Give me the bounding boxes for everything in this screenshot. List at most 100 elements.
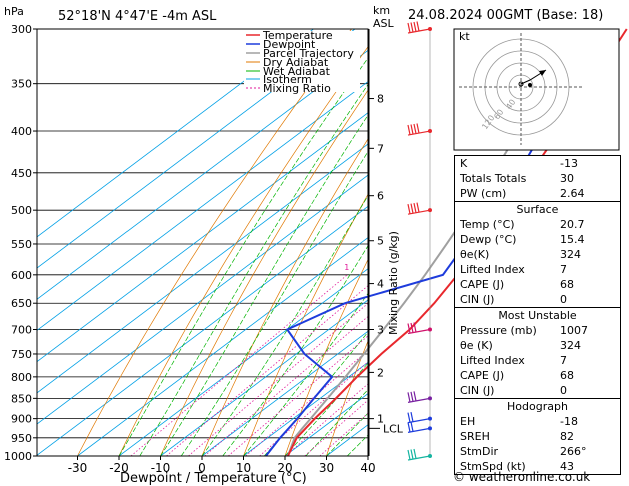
wind-barb-flag: [407, 124, 411, 135]
wind-barb-flag: [407, 449, 411, 460]
isotherm-line: [37, 174, 368, 425]
km-label: km: [373, 4, 390, 17]
wind-barb-flag: [413, 322, 417, 333]
legend-isotherm: Isotherm: [263, 73, 312, 86]
dry-adiabat: [77, 29, 352, 456]
wind-barb: [407, 418, 431, 424]
isotherm-line: [37, 29, 356, 269]
isotherm-line: [37, 143, 368, 394]
legend-dry-adiabat: Dry Adiabat: [263, 56, 329, 69]
mixing-ratio-label: 1: [344, 263, 349, 272]
index-row: Totals Totals 30: [460, 172, 574, 185]
pressure-tick-label: 500: [11, 204, 32, 217]
mu-row: Lifted Index 7: [460, 354, 567, 367]
wind-barb-flag: [407, 392, 411, 403]
mixing-ratio-label: 6: [436, 263, 441, 272]
wind-barb-flag: [410, 322, 414, 333]
mu-row: CAPE (J) 68: [460, 369, 574, 382]
wind-barb-flag: [407, 412, 411, 423]
pressure-tick-label: 800: [11, 371, 32, 384]
mixing-ratio-label: 4: [414, 263, 419, 272]
km-tick-label: 2: [377, 366, 384, 379]
pressure-tick-label: 850: [11, 392, 32, 405]
temp-tick-label: 10: [236, 461, 251, 475]
legend-dewpoint: Dewpoint: [263, 38, 316, 51]
pressure-tick-label: 650: [11, 297, 32, 310]
wind-barb-flag: [413, 203, 417, 213]
hodograph-section: Hodograph EH -18 SREH 82 StmDir 266° StmSpd…: [455, 398, 620, 474]
isotherm-line: [37, 205, 368, 456]
surface-section: Surface Temp (°C) 20.7 Dewp (°C) 15.4 θe(K…: [455, 201, 620, 307]
temp-tick-label: -10: [151, 461, 171, 475]
legend-temperature: Temperature: [262, 29, 333, 42]
legend-wet-adiabat: Wet Adiabat: [263, 65, 331, 78]
temp-tick-label: 0: [198, 461, 206, 475]
surface-title: Surface: [516, 203, 559, 216]
km-tick-label: 7: [377, 142, 384, 155]
wind-barb-flag: [407, 323, 411, 334]
dry-adiabat: [326, 340, 368, 456]
wind-barb-dot: [428, 129, 432, 134]
pressure-tick-label: 750: [11, 348, 32, 361]
wind-barbs: [407, 21, 432, 461]
pressure-tick-label: 300: [11, 23, 32, 36]
parcel-trajectory-line: [286, 28, 584, 457]
isotherm-line: [118, 268, 368, 456]
pressure-tick-label: 450: [11, 167, 32, 180]
wind-barb-flag: [410, 421, 414, 432]
pressure-tick-label: 950: [11, 432, 32, 445]
x-axis-label: Dewpoint / Temperature (°C): [120, 471, 307, 486]
copyright-footer: © weatheronline.co.uk: [453, 470, 591, 484]
dry-adiabat: [201, 138, 368, 456]
surface-row: Lifted Index 7: [460, 263, 567, 276]
datetime-label: 24.08.2024 00GMT (Base: 18): [408, 8, 604, 23]
wind-barb: [407, 427, 431, 433]
temp-tick-label: 40: [360, 461, 375, 475]
index-row: PW (cm) 2.64: [460, 187, 585, 200]
asl-label: ASL: [373, 17, 395, 30]
surface-row: θe(K) 324: [460, 248, 581, 261]
pressure-tick-label: 350: [11, 78, 32, 91]
temp-tick-label: -30: [68, 461, 88, 475]
isotherm-line: [201, 330, 368, 456]
wind-barb-flag: [410, 412, 414, 422]
legend-parcel: Parcel Trajectory: [263, 47, 354, 60]
isotherm-line: [37, 112, 368, 363]
index-row: K -13: [460, 157, 578, 170]
hodograph-storm-motion: [528, 83, 532, 87]
dry-adiabat: [160, 89, 368, 456]
wind-barb-flag: [410, 22, 414, 33]
wet-adiabat: [139, 83, 368, 456]
wind-barb-flag: [413, 391, 417, 402]
wind-barb-dot: [428, 396, 432, 401]
wet-adiabat: [160, 114, 368, 456]
hodograph-unit: kt: [459, 30, 470, 43]
wet-adiabat: [284, 362, 368, 456]
legend-mixing-ratio: Mixing Ratio: [263, 82, 331, 95]
pressure-tick-label: 400: [11, 125, 32, 138]
wet-adiabat: [180, 150, 368, 456]
km-tick-label: 4: [377, 278, 384, 291]
surface-row: CAPE (J) 68: [460, 278, 574, 291]
wind-barb-flag: [413, 21, 417, 32]
indices-panel: K -13 Totals Totals 30 PW (cm) 2.64 Surface…: [454, 155, 621, 475]
surface-row: CIN (J) 0: [460, 293, 567, 306]
isotherm-line: [37, 49, 368, 300]
wind-barb-dot: [428, 426, 432, 431]
wind-barb-dot: [428, 327, 432, 332]
legend: Temperature Dewpoint Parcel Trajectory D…: [244, 29, 360, 95]
wind-barb-flag: [416, 21, 420, 32]
hodograph-title: Hodograph: [507, 400, 568, 413]
wind-barb-flag: [407, 204, 411, 214]
mixing-ratio-label: 2: [378, 263, 383, 272]
wind-barb-flag: [410, 124, 414, 135]
lcl-label: LCL: [383, 422, 404, 435]
chart-axes: 3003504004505005506006507007508008509009…: [4, 23, 404, 475]
isotherm-line: [37, 29, 314, 238]
wind-barb-flag: [410, 449, 414, 460]
mixing-ratio-axis-label: Mixing Ratio (g/kg): [387, 231, 400, 335]
dry-adiabat: [118, 46, 368, 456]
wind-barb-flag: [413, 123, 417, 134]
